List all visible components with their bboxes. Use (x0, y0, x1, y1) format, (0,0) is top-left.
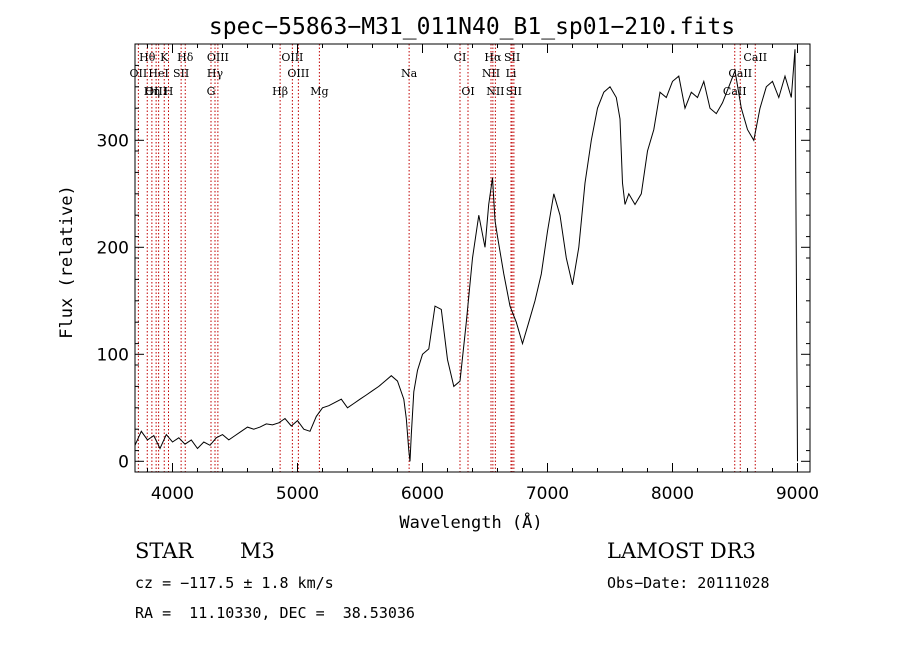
x-axis-label: Wavelength (Å) (399, 511, 542, 533)
spectral-line-label: HeI (148, 67, 168, 80)
x-tick-label: 7000 (526, 484, 569, 504)
spectral-line-label: SII (504, 51, 520, 64)
spectral-line-label: Hθ (139, 51, 156, 64)
observation-date: Obs−Date: 20111028 (607, 574, 770, 592)
spectral-line-label: OIII (287, 67, 309, 80)
spectral-line-label: Hδ (177, 51, 194, 64)
spectral-line-label: G (207, 85, 216, 98)
x-tick-label: 9000 (776, 484, 819, 504)
object-class: STAR (135, 539, 194, 563)
x-tick-label: 8000 (651, 484, 694, 504)
spectral-line-label: NII (482, 67, 500, 80)
spectral-line-label: Hβ (272, 85, 288, 98)
y-tick-label: 0 (118, 452, 129, 472)
x-tick-label: 6000 (401, 484, 444, 504)
spectral-line-label: SII (506, 85, 522, 98)
spectral-line-label: CaII (743, 51, 767, 64)
spectral-line-label: CaII (723, 85, 747, 98)
spectral-line-label: OIII (207, 51, 229, 64)
spectral-line-label: OIII (281, 51, 303, 64)
x-axis-ticks: 4000 5000 6000 7000 8000 9000 (147, 44, 819, 504)
coordinates: RA = 11.10330, DEC = 38.53036 (135, 604, 415, 622)
spectral-line-label: CaII (728, 67, 752, 80)
spectral-line-label: OII (130, 67, 148, 80)
y-tick-label: 300 (97, 131, 129, 151)
chart-title: spec−55863−M31_011N40_B1_sp01−210.fits (209, 14, 735, 40)
spectral-line-label: Li (506, 67, 517, 80)
spectral-line-label: OI (461, 85, 474, 98)
spectral-line-label: CI (454, 51, 467, 64)
spectral-lines-layer (137, 44, 756, 472)
spectral-line-label: NII (486, 85, 504, 98)
spectral-line-label: H (164, 85, 174, 98)
redshift-velocity: cz = −117.5 ± 1.8 km/s (135, 574, 334, 592)
y-axis-ticks: 0 100 200 300 (97, 64, 810, 473)
spectral-line-label: Hη (144, 85, 160, 98)
spectral-line-label: Na (401, 67, 418, 80)
spectral-line-label: Mg (310, 85, 328, 98)
object-subclass: M3 (240, 539, 275, 563)
spectral-line-label: OIII (145, 85, 167, 98)
y-tick-label: 200 (97, 238, 129, 258)
spectral-line-label: SII (173, 67, 189, 80)
y-tick-label: 100 (97, 345, 129, 365)
survey-name: LAMOST DR3 (607, 539, 756, 563)
spectral-line-label: K (160, 51, 169, 64)
y-axis-label: Flux (relative) (57, 185, 77, 339)
flux-series-line (134, 49, 798, 462)
x-tick-label: 4000 (151, 484, 194, 504)
spectral-line-label: Hγ (207, 67, 224, 80)
x-tick-label: 5000 (276, 484, 319, 504)
spectral-line-label: Hα (484, 51, 502, 64)
